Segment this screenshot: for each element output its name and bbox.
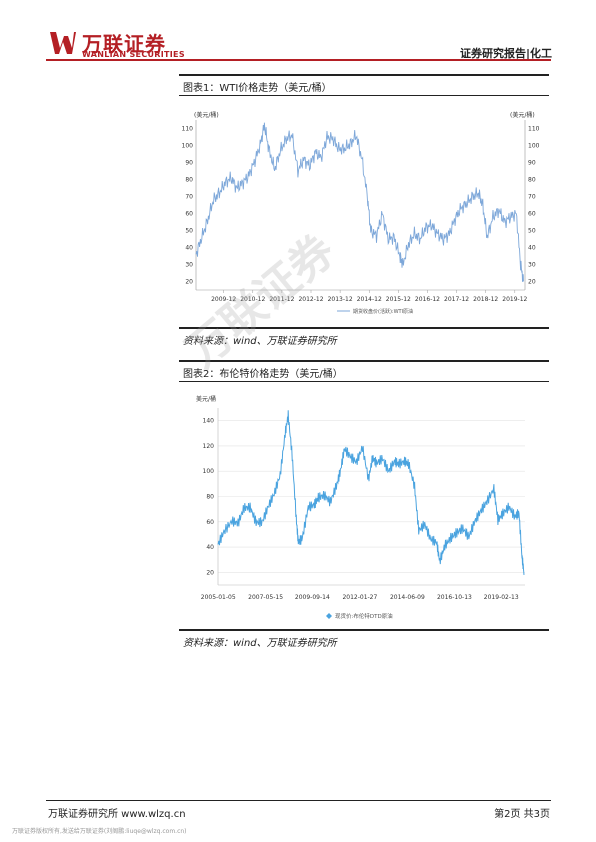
wanlian-logo-icon	[50, 32, 76, 54]
chart2-ytick-label: 80	[206, 494, 214, 501]
chart2-xtick-label: 2016-10-13	[437, 594, 472, 601]
chart2-ytick-label: 60	[206, 519, 214, 526]
chart2-xtick-label: 2019-02-13	[484, 594, 519, 601]
wti-price-chart: (美元/桶) (美元/桶) 20 20 30 30 40 40 50 50 60 60 70 70 80…	[182, 111, 540, 315]
chart2-legend-label: 现货价:布伦特DTD原油	[335, 612, 393, 620]
chart1-ytick-left-label: 20	[185, 279, 193, 286]
chart1-ylabel-left: (美元/桶)	[194, 111, 219, 119]
figure1-bottom-rule	[179, 327, 549, 329]
chart1-ytick-left-label: 80	[185, 177, 193, 184]
chart1-ytick-left-label: 30	[185, 262, 193, 269]
chart2-xtick-label: 2005-01-05	[201, 594, 236, 601]
chart1-ytick-left-label: 40	[185, 245, 193, 252]
header-divider	[46, 59, 551, 61]
chart2-ylabel: 美元/桶	[196, 395, 216, 403]
chart1-ytick-right-label: 20	[528, 279, 536, 286]
figure1-title: 图表1：WTI价格走势（美元/桶）	[183, 83, 332, 94]
chart1-xtick-label: 2016-12	[415, 296, 440, 303]
chart1-ytick-left-label: 100	[182, 143, 194, 150]
chart1-ytick-left-label: 110	[182, 126, 194, 133]
figure2-title: 图表2：布伦特价格走势（美元/桶）	[183, 369, 343, 380]
chart1-ytick-left-label: 60	[185, 211, 193, 218]
chart1-xtick-label: 2012-12	[298, 296, 323, 303]
company-name-cn: 万联证券	[82, 32, 166, 56]
chart1-ytick-left-label: 70	[185, 194, 193, 201]
chart2-ytick-label: 100	[203, 468, 215, 475]
brent-price-chart: 美元/桶 20 40 60 80 100 120 140 2005-01-05 2007-05…	[196, 395, 525, 620]
figure2-top-rule	[179, 360, 549, 362]
chart2-xtick-label: 2009-09-14	[295, 594, 330, 601]
chart2-xtick-label: 2014-06-09	[390, 594, 425, 601]
chart2-ytick-label: 120	[203, 443, 215, 450]
chart1-xtick-label: 2013-12	[328, 296, 353, 303]
page-number: 第2页 共3页	[494, 809, 550, 820]
chart1-ytick-right-label: 100	[528, 143, 540, 150]
figure2-bottom-rule	[179, 629, 549, 631]
chart1-ytick-right-label: 50	[528, 228, 536, 235]
chart1-ytick-right-label: 90	[528, 160, 536, 167]
chart2-xtick-label: 2012-01-27	[342, 594, 377, 601]
chart2-legend-swatch	[326, 613, 332, 619]
chart1-ytick-right-label: 40	[528, 245, 536, 252]
chart1-ytick-left-label: 50	[185, 228, 193, 235]
chart1-xtick-label: 2014-12	[357, 296, 382, 303]
figure1-top-rule	[179, 74, 549, 76]
chart1-xtick-label: 2017-12	[444, 296, 469, 303]
copyright-notice: 万联证券版权所有,发送给万联证券(刘阁鹏:liuqe@wlzq.com.cn)	[12, 828, 187, 835]
chart1-xtick-label: 2018-12	[473, 296, 498, 303]
wti-price-line	[195, 122, 524, 282]
chart1-ytick-right-label: 60	[528, 211, 536, 218]
chart1-xtick-label: 2009-12	[211, 296, 236, 303]
footer-divider	[46, 800, 551, 801]
chart2-ytick-label: 20	[206, 569, 214, 576]
chart2-ytick-label: 40	[206, 544, 214, 551]
figure2-source: 资料来源：wind、万联证券研究所	[183, 638, 337, 649]
brent-price-line	[217, 410, 525, 575]
chart2-ytick-label: 140	[203, 418, 215, 425]
figure1-source: 资料来源：wind、万联证券研究所	[183, 336, 337, 347]
chart1-xtick-label: 2019-12	[502, 296, 527, 303]
chart1-ytick-right-label: 80	[528, 177, 536, 184]
chart1-ytick-right-label: 110	[528, 126, 540, 133]
figure2-title-rule	[179, 381, 549, 382]
footer-website: 万联证券研究所 www.wlzq.cn	[48, 809, 186, 820]
chart1-xtick-label: 2011-12	[269, 296, 294, 303]
chart1-ylabel-right: (美元/桶)	[510, 111, 535, 119]
chart1-xtick-label: 2010-12	[240, 296, 265, 303]
report-category: 证券研究报告|化工	[459, 47, 552, 60]
chart1-ytick-right-label: 70	[528, 194, 536, 201]
figure1-title-rule	[179, 95, 549, 96]
chart1-xtick-label: 2015-12	[386, 296, 411, 303]
company-name-en: WANLIAN SECURITIES	[82, 50, 185, 59]
chart2-xtick-label: 2007-05-15	[248, 594, 283, 601]
chart1-legend-label: 期货收盘价(活跃):WTI原油	[353, 308, 413, 315]
chart1-ytick-right-label: 30	[528, 262, 536, 269]
chart1-ytick-left-label: 90	[185, 160, 193, 167]
